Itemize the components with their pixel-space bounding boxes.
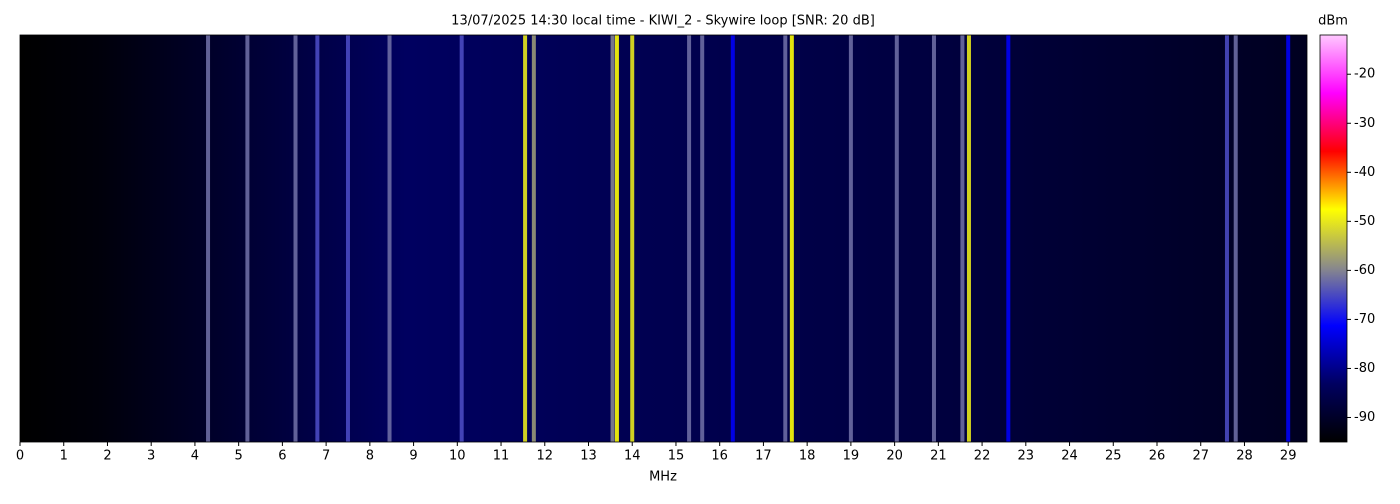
signal-line: [531, 35, 536, 442]
x-tick-label: 12: [536, 449, 553, 464]
x-tick-label: 17: [755, 449, 772, 464]
signal-line: [206, 35, 211, 442]
signal-line: [931, 35, 936, 442]
x-tick-label: 4: [191, 449, 199, 464]
signal-line: [315, 35, 320, 442]
signal-line: [687, 35, 692, 442]
colorbar-tick-label: -70: [1354, 312, 1375, 327]
colorbar-tick-label: -60: [1354, 263, 1375, 278]
signal-line: [1006, 35, 1011, 442]
signal-line: [789, 35, 794, 442]
x-tick-label: 28: [1236, 449, 1253, 464]
signal-line: [848, 35, 853, 442]
colorbar-tick-label: -90: [1354, 410, 1375, 425]
x-tick-label: 1: [60, 449, 68, 464]
signal-line: [459, 35, 464, 442]
x-tick-label: 11: [493, 449, 510, 464]
x-tick-label: 29: [1280, 449, 1297, 464]
x-tick-label: 15: [668, 449, 685, 464]
x-axis-label: MHz: [649, 470, 677, 485]
signal-line: [966, 35, 971, 442]
plot-frame: [19, 34, 1308, 443]
colorbar-tick-label: -50: [1354, 214, 1375, 229]
signal-line: [387, 35, 392, 442]
x-tick-label: 25: [1105, 449, 1122, 464]
signal-line: [894, 35, 899, 442]
x-tick-label: 24: [1061, 449, 1078, 464]
x-tick-label: 6: [278, 449, 286, 464]
signal-line: [345, 35, 350, 442]
signal-line: [630, 35, 635, 442]
colorbar-tick-label: -20: [1354, 67, 1375, 82]
x-tick-label: 26: [1149, 449, 1166, 464]
signal-line: [960, 35, 965, 442]
x-tick-label: 22: [974, 449, 991, 464]
signal-line: [730, 35, 735, 442]
signal-line: [1233, 35, 1238, 442]
signal-line: [614, 35, 619, 442]
signal-line: [1224, 35, 1229, 442]
colorbar: [1319, 34, 1348, 443]
x-tick-label: 9: [409, 449, 417, 464]
x-tick-label: 2: [103, 449, 111, 464]
x-tick-label: 18: [799, 449, 816, 464]
x-tick-label: 10: [449, 449, 466, 464]
x-tick-label: 21: [930, 449, 947, 464]
x-tick-label: 23: [1018, 449, 1035, 464]
x-tick-label: 16: [711, 449, 728, 464]
spectrogram-background: [20, 35, 1307, 442]
colorbar-tick-label: -80: [1354, 361, 1375, 376]
x-tick-label: 5: [235, 449, 243, 464]
signal-line: [1286, 35, 1291, 442]
chart-title: 13/07/2025 14:30 local time - KIWI_2 - S…: [451, 14, 875, 29]
colorbar-tick-label: -40: [1354, 165, 1375, 180]
x-tick-label: 19: [843, 449, 860, 464]
x-tick-label: 0: [16, 449, 24, 464]
colorbar-label: dBm: [1318, 14, 1348, 29]
signal-line: [783, 35, 788, 442]
x-tick-label: 8: [366, 449, 374, 464]
colorbar-tick-label: -30: [1354, 116, 1375, 131]
signal-line: [245, 35, 250, 442]
x-tick-label: 3: [147, 449, 155, 464]
signal-line: [293, 35, 298, 442]
x-tick-label: 7: [322, 449, 330, 464]
signal-line: [523, 35, 528, 442]
x-tick-label: 13: [580, 449, 597, 464]
signal-line: [700, 35, 705, 442]
signal-line: [610, 35, 615, 442]
x-tick-label: 27: [1192, 449, 1209, 464]
x-tick-label: 14: [624, 449, 641, 464]
x-tick-label: 20: [886, 449, 903, 464]
